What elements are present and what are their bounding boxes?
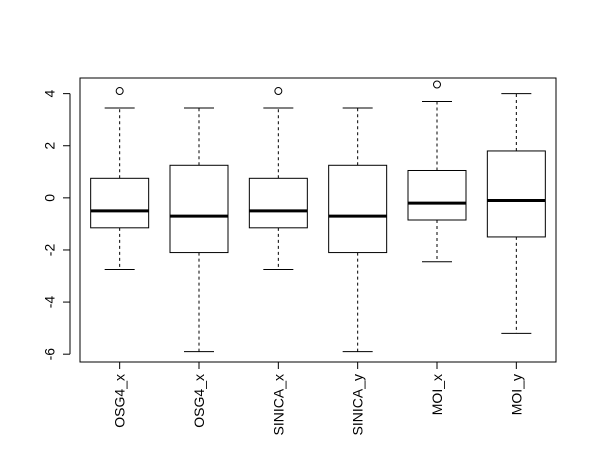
iqr-box	[407, 169, 467, 221]
x-category-label: SINICA_x	[270, 374, 286, 435]
x-axis-labels: OSG4_x OSG4_x SINICA_x SINICA_y MOI_x MOI_y	[112, 362, 524, 435]
y-tick-label: 0	[42, 194, 58, 202]
iqr-box	[248, 177, 308, 229]
box-group	[248, 87, 308, 271]
boxes-layer	[90, 80, 546, 353]
plot-frame	[79, 77, 557, 363]
iqr-box	[169, 164, 229, 254]
box-group	[169, 107, 229, 353]
iqr-box	[90, 177, 150, 229]
x-category-label: OSG4_x	[112, 374, 128, 428]
outlier-point	[433, 80, 441, 89]
y-tick-label: -4	[42, 296, 58, 309]
y-tick-label: -6	[42, 348, 58, 361]
iqr-box	[486, 150, 546, 238]
iqr-box	[328, 164, 388, 254]
x-category-label: OSG4_x	[191, 374, 207, 428]
outlier-point	[274, 87, 283, 96]
box-group	[328, 107, 388, 353]
x-category-label: SINICA_y	[350, 374, 366, 435]
y-tick-label: -2	[42, 244, 58, 257]
x-category-label: MOI_x	[429, 374, 445, 415]
y-axis: -6 -4 -2 0 2 4	[42, 90, 71, 361]
x-category-label: MOI_y	[508, 374, 524, 415]
y-tick-label: 4	[42, 90, 58, 98]
box-group	[407, 80, 467, 263]
outlier-point	[115, 87, 124, 96]
box-group	[486, 93, 546, 334]
y-tick-label: 2	[42, 142, 58, 150]
box-group	[90, 87, 150, 271]
